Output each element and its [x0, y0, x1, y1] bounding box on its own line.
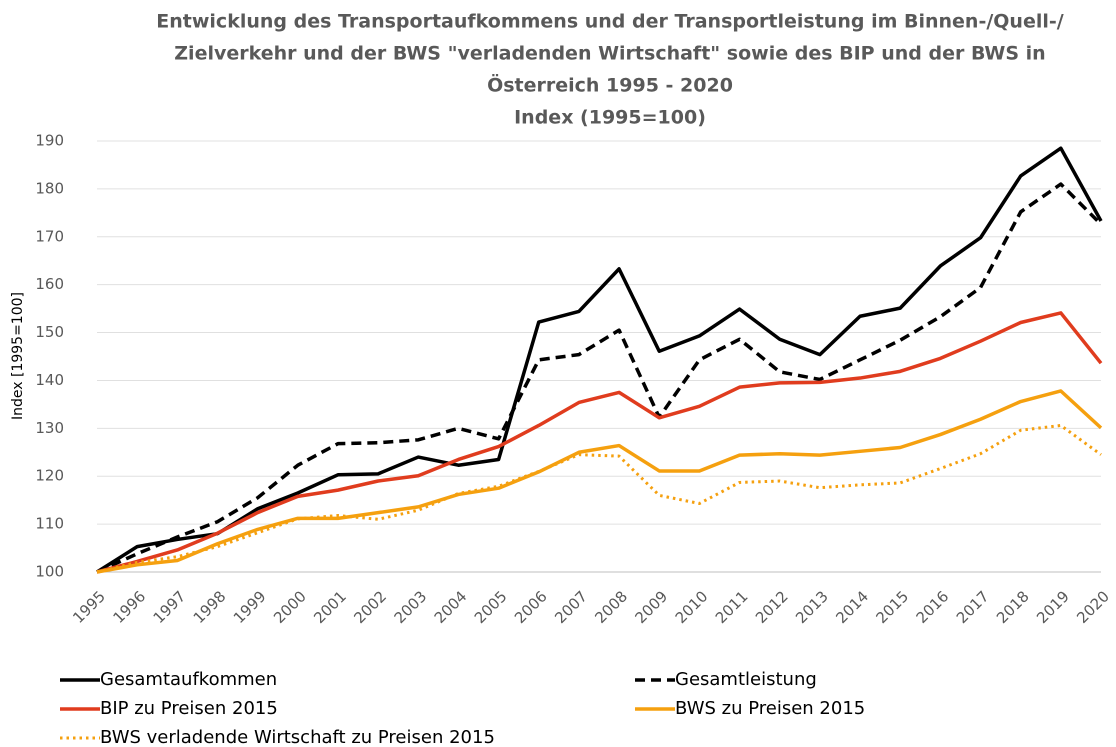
x-tick-label: 2000: [270, 587, 310, 627]
y-tick-label: 140: [35, 371, 64, 389]
x-tick-label: 1995: [69, 587, 109, 627]
legend-label: Gesamtaufkommen: [100, 669, 277, 690]
legend-label: BWS verladende Wirtschaft zu Preisen 201…: [100, 727, 495, 747]
y-tick-label: 180: [35, 179, 64, 197]
x-tick-label: 2015: [872, 587, 912, 627]
chart-title: Österreich 1995 - 2020: [487, 73, 733, 97]
x-tick-label: 2006: [511, 587, 551, 627]
y-tick-label: 130: [35, 419, 64, 437]
series-line: [96, 311, 1103, 574]
x-tick-label: 2010: [672, 587, 712, 627]
y-tick-label: 190: [35, 132, 64, 150]
y-tick-label: 160: [35, 275, 64, 293]
x-tick-label: 2009: [632, 587, 672, 627]
y-tick-label: 170: [35, 227, 64, 245]
y-tick-label: 110: [35, 515, 64, 533]
x-tick-label: 2005: [471, 587, 511, 627]
series-line: [96, 146, 1103, 574]
y-tick-label: 120: [35, 467, 64, 485]
x-tick-label: 2001: [310, 587, 350, 627]
y-tick-label: 150: [35, 323, 64, 341]
x-tick-label: 2014: [832, 587, 872, 627]
x-tick-label: 1998: [190, 587, 230, 627]
y-tick-label: 100: [35, 563, 64, 581]
x-tick-label: 2013: [792, 587, 832, 627]
y-axis-label: Index [1995=100]: [10, 292, 26, 420]
x-tick-label: 2003: [391, 587, 431, 627]
x-tick-label: 2012: [752, 587, 792, 627]
series-line: [96, 423, 1102, 574]
x-tick-label: 1999: [230, 587, 270, 627]
legend-label: BIP zu Preisen 2015: [100, 698, 278, 719]
chart-title: Entwicklung des Transportaufkommens und …: [156, 11, 1063, 33]
x-tick-label: 2007: [551, 587, 591, 627]
x-tick-label: 2002: [350, 587, 390, 627]
series-line: [96, 389, 1103, 574]
x-tick-label: 2019: [1033, 587, 1073, 627]
x-tick-label: 2018: [993, 587, 1033, 627]
x-tick-label: 2004: [431, 587, 471, 627]
legend-label: Gesamtleistung: [675, 669, 817, 690]
x-tick-label: 2008: [591, 587, 631, 627]
x-tick-label: 1997: [150, 587, 190, 627]
chart-title: Zielverkehr und der BWS "verladenden Wir…: [174, 43, 1045, 65]
x-tick-label: 1996: [109, 587, 149, 627]
legend-label: BWS zu Preisen 2015: [675, 698, 865, 719]
x-tick-label: 2017: [953, 587, 993, 627]
series-line: [96, 182, 1103, 574]
x-tick-label: 2016: [913, 587, 953, 627]
x-tick-label: 2020: [1073, 587, 1113, 627]
x-tick-label: 2011: [712, 587, 752, 627]
chart-title: Index (1995=100): [514, 107, 706, 129]
